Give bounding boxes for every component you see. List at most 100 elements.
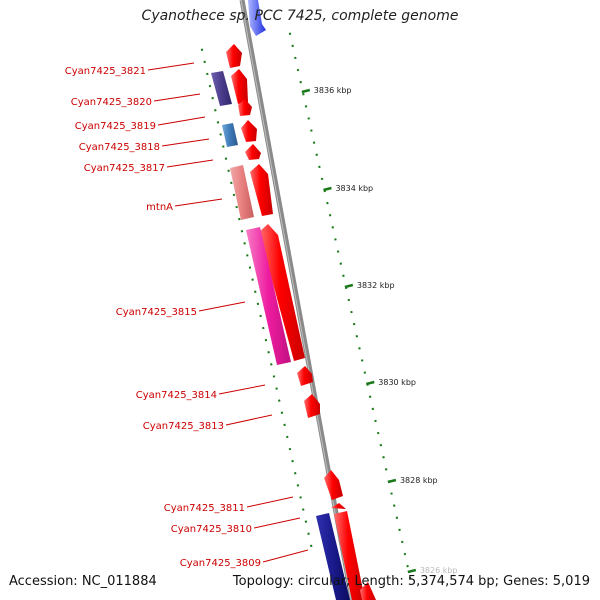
ruler-tick-minor [352, 322, 356, 326]
gene-3811 [324, 470, 343, 500]
ruler-label: 3836 kbp [314, 86, 352, 95]
inner-dot [208, 84, 212, 88]
ruler-tick-minor [307, 117, 310, 120]
ruler-tick-minor [296, 68, 300, 72]
ruler-tick-minor [409, 577, 412, 580]
ruler-label: 3830 kbp [378, 378, 416, 387]
ruler-tick-minor [323, 189, 326, 193]
ruler-tick-minor [403, 552, 407, 556]
ruler-tick-major [344, 283, 354, 289]
inner-dot [248, 266, 252, 269]
inner-dot [286, 435, 289, 439]
gene-label-mtnA: mtnA [146, 202, 173, 213]
inner-dot [280, 411, 284, 414]
inner-dot [219, 133, 222, 136]
gene-3821 [226, 44, 242, 68]
gene-3814 [297, 366, 313, 386]
ruler-tick-minor [310, 129, 313, 132]
gene-3819 [238, 99, 252, 116]
gene-3810 [331, 503, 346, 509]
inner-dot [264, 338, 268, 342]
inner-dot [256, 302, 260, 306]
ruler-tick-minor [326, 201, 329, 205]
gene-label-3815: Cyan7425_3815 [116, 307, 197, 318]
gene-label-3813: Cyan7425_3813 [143, 421, 224, 432]
gene-steelblue [222, 123, 238, 147]
gene-labels: Cyan7425_3821 Cyan7425_3820 Cyan7425_381… [65, 62, 309, 569]
ruler-tick-minor [315, 153, 318, 156]
inner-dot [238, 217, 241, 221]
inner-dot [275, 387, 278, 390]
ruler-tick-minor [312, 141, 316, 144]
genome-backbone [239, 0, 355, 600]
gene-3815 [259, 224, 305, 361]
gene-label-3821: Cyan7425_3821 [65, 66, 146, 77]
gene-label-3810: Cyan7425_3810 [171, 524, 252, 535]
gene-3817 [245, 144, 261, 160]
inner-dot [307, 532, 310, 535]
ruler-label: 3834 kbp [335, 184, 373, 193]
ruler-tick-minor [336, 250, 340, 253]
inner-dot [203, 60, 206, 64]
ruler-tick-minor [398, 528, 401, 532]
inner-dot [222, 145, 225, 148]
inner-dot [302, 508, 305, 511]
gene-label-3814: Cyan7425_3814 [136, 390, 217, 401]
ruler-tick-major [323, 186, 332, 192]
inner-dot [211, 96, 214, 100]
genome-summary: Topology: circular; Length: 5,374,574 bp… [232, 574, 590, 589]
inner-dot [235, 205, 238, 209]
ruler-tick-minor [304, 105, 308, 108]
inner-dot [227, 169, 230, 172]
inner-dot [254, 290, 257, 293]
inner-dot [267, 351, 270, 354]
inner-dot [291, 459, 294, 463]
inner-dot [224, 157, 228, 160]
gene-3818 [241, 120, 257, 142]
ruler-tick-minor [374, 419, 377, 423]
gene-magenta [246, 227, 291, 365]
inner-dot [240, 230, 244, 233]
ruler-tick-minor [406, 564, 409, 568]
ruler-tick-minor [368, 395, 372, 398]
ruler-tick-minor [382, 456, 385, 459]
gene-label-3819: Cyan7425_3819 [75, 121, 156, 132]
inner-dot [294, 472, 297, 475]
inner-dot [243, 242, 246, 245]
ruler-tick-minor [334, 238, 337, 241]
ruler-tick-minor [318, 165, 321, 169]
ruler-tick-minor [360, 359, 364, 362]
ruler-label: 3828 kbp [400, 476, 438, 485]
inner-dot [270, 363, 273, 366]
ruler-tick-minor [384, 468, 388, 471]
inner-dot [309, 544, 313, 548]
ruler-tick-minor [358, 347, 361, 350]
gene-label-3818: Cyan7425_3818 [79, 142, 160, 153]
accession-label: Accession: NC_011884 [9, 574, 157, 589]
genome-backbone-highlight [240, 0, 352, 600]
ruler-tick-major [387, 478, 397, 484]
inner-dots [200, 48, 313, 548]
inner-dot [230, 181, 233, 185]
gene-navy [316, 513, 350, 600]
gene-features [211, 0, 376, 600]
ruler-tick-minor [350, 310, 353, 314]
gene-label-3809: Cyan7425_3809 [180, 558, 261, 569]
ruler-tick-minor [400, 540, 404, 544]
gene-3813 [304, 394, 320, 418]
inner-dot [200, 48, 204, 51]
ruler-tick-minor [288, 32, 292, 35]
genome-title: Cyanothece sp. PCC 7425, complete genome [141, 8, 459, 24]
gene-3809 [334, 511, 365, 600]
ruler-tick-minor [299, 80, 302, 84]
gene-bottom-partial [360, 582, 376, 600]
inner-dot [232, 193, 236, 197]
ruler-tick-minor [371, 407, 375, 411]
gene-purple [211, 71, 232, 106]
inner-dot [214, 109, 217, 112]
inner-dot [288, 447, 292, 451]
inner-dot [283, 423, 286, 427]
inner-dot [246, 254, 249, 257]
ruler-label: 3832 kbp [357, 281, 395, 290]
